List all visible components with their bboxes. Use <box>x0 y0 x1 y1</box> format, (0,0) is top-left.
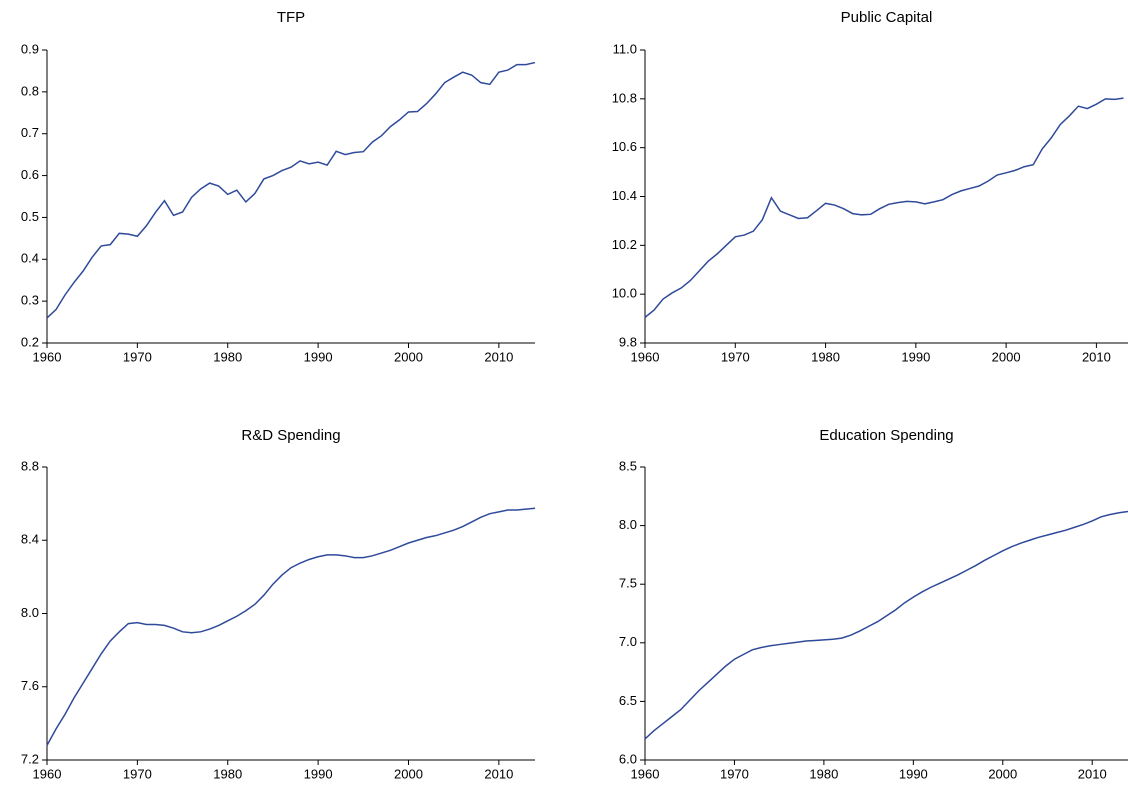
x-tick-label: 1980 <box>809 766 838 781</box>
data-line <box>644 510 1128 740</box>
y-tick-label: 7.0 <box>619 634 637 649</box>
y-tick-label: 8.0 <box>619 517 637 532</box>
x-tick-label: 1960 <box>33 766 62 781</box>
y-tick-label: 0.8 <box>21 83 39 98</box>
x-tick-label: 2010 <box>484 349 513 364</box>
x-tick-label: 2000 <box>394 766 423 781</box>
panel-title: Education Spending <box>819 427 953 444</box>
y-tick-label: 10.6 <box>612 139 637 154</box>
x-tick-label: 1980 <box>213 766 242 781</box>
panel: Public Capital 9.8 10.0 10.2 10.4 10.6 10.8 11.… <box>612 9 1128 364</box>
y-tick-label: 0.6 <box>21 167 39 182</box>
x-tick-label: 1980 <box>213 349 242 364</box>
x-tick-label: 1960 <box>33 349 62 364</box>
x-tick-label: 2000 <box>992 349 1021 364</box>
y-tick-label: 9.8 <box>619 334 637 349</box>
x-tick-label: 1990 <box>901 349 930 364</box>
x-tick-label: 1970 <box>721 349 750 364</box>
x-tick-label: 1990 <box>899 766 928 781</box>
y-tick-label: 6.5 <box>619 693 637 708</box>
panel-title: Public Capital <box>841 9 933 26</box>
x-tick-label: 1990 <box>304 766 333 781</box>
data-line <box>46 61 536 319</box>
y-tick-label: 7.5 <box>619 576 637 591</box>
data-line <box>644 97 1124 318</box>
x-tick-label: 2010 <box>1078 766 1107 781</box>
x-tick-label: 1970 <box>123 766 152 781</box>
y-tick-label: 0.2 <box>21 334 39 349</box>
panel-title: R&D Spending <box>241 427 340 444</box>
y-tick-label: 10.0 <box>612 286 637 301</box>
y-tick-label: 0.5 <box>21 209 39 224</box>
y-tick-label: 0.3 <box>21 293 39 308</box>
y-tick-label: 7.2 <box>21 751 39 766</box>
data-line <box>46 507 536 746</box>
y-tick-label: 7.6 <box>21 678 39 693</box>
y-tick-label: 10.8 <box>612 90 637 105</box>
x-tick-label: 1960 <box>631 349 660 364</box>
y-tick-label: 0.4 <box>21 251 39 266</box>
y-tick-label: 11.0 <box>613 41 637 56</box>
y-tick-label: 8.5 <box>619 458 637 473</box>
x-tick-label: 2010 <box>1082 349 1111 364</box>
y-tick-label: 0.9 <box>21 41 39 56</box>
x-tick-label: 1970 <box>123 349 152 364</box>
y-tick-label: 8.0 <box>21 605 39 620</box>
panel-title: TFP <box>277 9 305 26</box>
y-tick-label: 10.4 <box>612 188 637 203</box>
x-tick-label: 1980 <box>811 349 840 364</box>
x-tick-label: 2010 <box>484 766 513 781</box>
y-tick-label: 8.4 <box>21 532 39 547</box>
y-tick-label: 6.0 <box>619 751 637 766</box>
panel: Education Spending 6.0 6.5 7.0 7.5 8.0 8.5 1960… <box>619 427 1128 781</box>
x-tick-label: 1990 <box>304 349 333 364</box>
x-tick-label: 2000 <box>394 349 423 364</box>
x-tick-label: 2000 <box>988 766 1017 781</box>
x-tick-label: 1960 <box>631 766 660 781</box>
panel: TFP 0.2 0.3 0.4 0.5 0.6 0.7 0.8 0.9 1960 1970 1980 1… <box>21 9 536 364</box>
y-tick-label: 0.7 <box>21 125 39 140</box>
y-tick-label: 10.2 <box>612 237 637 252</box>
y-tick-label: 8.8 <box>21 458 39 473</box>
x-tick-label: 1970 <box>720 766 749 781</box>
panel: R&D Spending 7.2 7.6 8.0 8.4 8.8 1960 1970 1980 1… <box>21 427 536 781</box>
